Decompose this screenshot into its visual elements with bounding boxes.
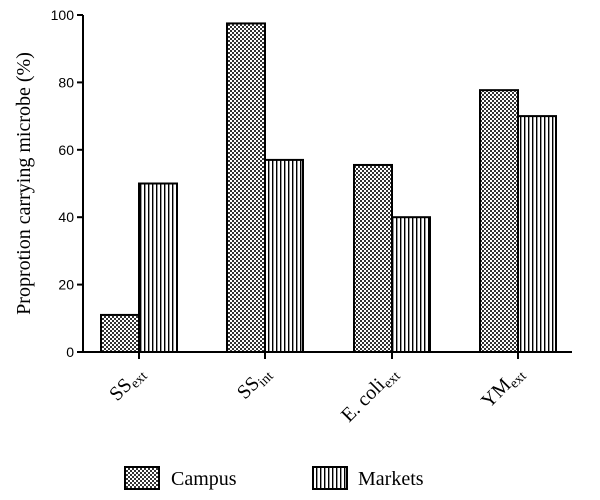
bar-campus-4 <box>479 89 519 353</box>
legend-label-markets: Markets <box>358 468 424 490</box>
x-tick-label: YMext <box>477 362 530 415</box>
y-tick-label: 20 <box>58 277 74 293</box>
plot-area: 0 20 40 60 80 100 SSext SSint E. coliext YMext Pro… <box>13 7 572 429</box>
legend-swatch-markets <box>312 466 348 490</box>
legend-label-campus: Campus <box>171 468 237 490</box>
y-tick-label: 100 <box>51 7 75 23</box>
bar-markets-3 <box>391 216 431 353</box>
bar-markets-4 <box>517 115 557 353</box>
x-tick-label: SSint <box>233 362 277 406</box>
y-tick-label: 0 <box>66 344 74 360</box>
x-tick-label: SSext <box>105 362 151 408</box>
bar-markets-2 <box>264 158 304 353</box>
legend-swatch-campus <box>124 466 160 490</box>
y-axis-title: Proprotion carrying microbe (%) <box>13 52 35 315</box>
bar-campus-3 <box>353 163 393 353</box>
legend: Campus Markets <box>124 466 424 490</box>
bar-campus-1 <box>100 313 140 353</box>
bar-campus-2 <box>226 22 266 354</box>
bar-markets-1 <box>138 182 178 353</box>
y-tick-label: 40 <box>58 209 74 225</box>
x-tick-label: E. coliext <box>337 362 404 429</box>
y-tick-label: 80 <box>58 74 74 90</box>
y-tick-label: 60 <box>58 142 74 158</box>
